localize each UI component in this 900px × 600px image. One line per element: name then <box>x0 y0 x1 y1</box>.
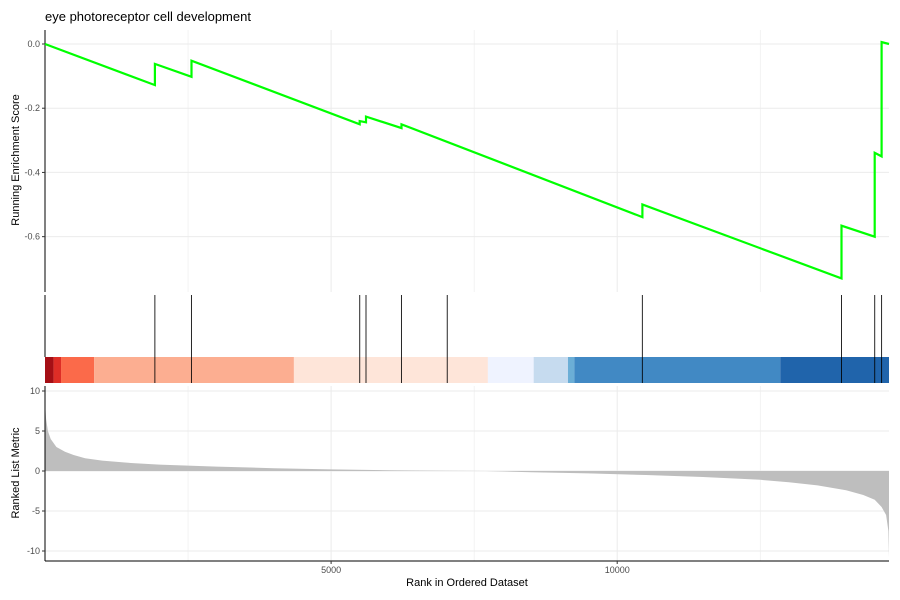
running-score-line <box>44 40 890 280</box>
color-band-segment <box>487 357 534 383</box>
y-tick-label: -5 <box>32 506 40 516</box>
y-axis-title-running-score: Running Enrichment Score <box>10 94 22 225</box>
y-tick-label: 10 <box>30 386 40 396</box>
color-band-segment <box>94 357 294 383</box>
x-axis-title: Rank in Ordered Dataset <box>406 577 528 589</box>
y-axis-title-ranked-metric: Ranked List Metric <box>10 427 22 519</box>
hits-panel <box>44 295 889 383</box>
color-band-segment <box>61 357 95 383</box>
y-tick-label: -0.2 <box>24 103 40 113</box>
color-band-segment <box>293 357 488 383</box>
y-tick-label: 5 <box>35 426 40 436</box>
color-band-segment <box>533 357 568 383</box>
x-tick-label: 5000 <box>321 565 341 575</box>
y-tick-label: -0.6 <box>24 232 40 242</box>
ranked-metric-panel: 10 5 0 -5 -10 5000 10000 <box>27 386 889 575</box>
y-tick-label: 0.0 <box>27 39 40 49</box>
color-band-segment <box>45 357 54 383</box>
color-band-segment <box>567 357 575 383</box>
y-tick-label: -0.4 <box>24 167 40 177</box>
x-tick-label: 10000 <box>605 565 630 575</box>
plot-title: eye photoreceptor cell development <box>45 9 251 24</box>
y-tick-label: -10 <box>27 546 40 556</box>
color-band-segment <box>574 357 781 383</box>
running-score-panel: 0.0 -0.2 -0.4 -0.6 <box>24 30 890 292</box>
color-band-segment <box>53 357 62 383</box>
y-tick-label: 0 <box>35 466 40 476</box>
ranked-metric-area <box>45 403 889 558</box>
color-band-segment <box>780 357 889 383</box>
